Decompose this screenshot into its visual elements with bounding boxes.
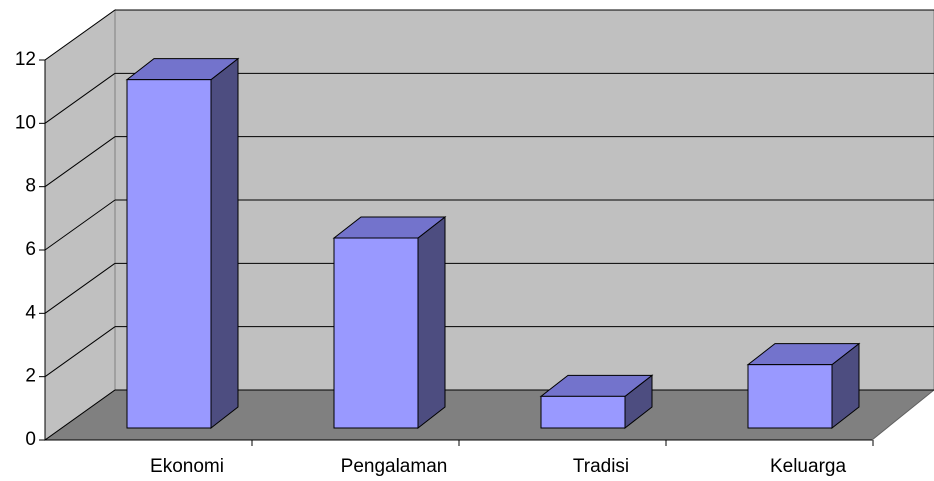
- x-tick-label: Pengalaman: [341, 456, 448, 477]
- y-tick-label: 12: [15, 49, 36, 70]
- grid-line: [44, 262, 116, 314]
- grid-line: [44, 72, 116, 124]
- grid-line: [44, 9, 116, 61]
- y-tick-label: 6: [25, 239, 36, 260]
- grid-line: [44, 326, 116, 378]
- x-tick-label: Ekonomi: [150, 456, 224, 477]
- bar-side: [417, 215, 446, 430]
- bar: [747, 364, 833, 429]
- grid-line: [44, 199, 116, 251]
- x-tick-label: Keluarga: [770, 456, 846, 477]
- x-tick-label: Tradisi: [573, 456, 629, 477]
- y-tick-label: 10: [15, 112, 36, 133]
- y-tick-label: 0: [25, 429, 36, 450]
- grid-line: [44, 136, 116, 188]
- y-tick-label: 4: [25, 302, 36, 323]
- bar: [333, 237, 419, 429]
- y-tick-label: 2: [25, 366, 36, 387]
- grid-line: [44, 389, 116, 441]
- bar: [126, 79, 212, 429]
- bar: [540, 395, 626, 429]
- bar-side: [210, 57, 239, 430]
- y-tick-label: 8: [25, 176, 36, 197]
